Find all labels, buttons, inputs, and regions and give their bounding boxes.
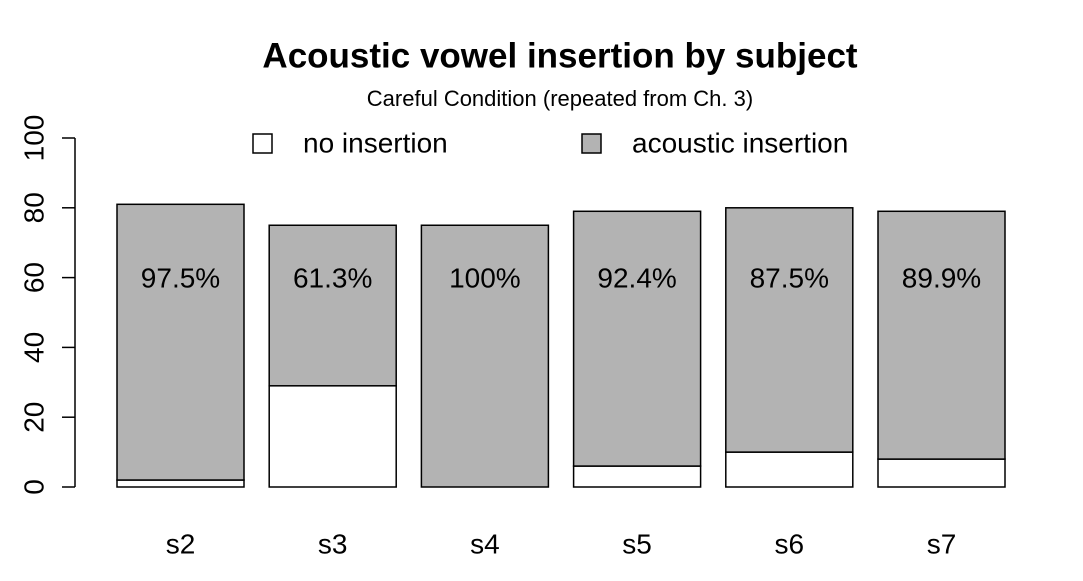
bar-segment — [116, 203, 245, 481]
y-tick-label: 80 — [18, 192, 49, 223]
y-tick-label: 40 — [18, 332, 49, 363]
bar-segment — [116, 479, 245, 488]
legend-swatch — [581, 133, 602, 154]
x-tick-label: s4 — [470, 528, 500, 559]
bar-segment — [725, 451, 854, 488]
y-tick-label: 0 — [18, 479, 49, 495]
bar-segment — [877, 458, 1006, 488]
bar-annotation: 89.9% — [902, 262, 981, 293]
x-tick-label: s6 — [775, 528, 805, 559]
legend-label: acoustic insertion — [632, 127, 848, 158]
chart-subtitle: Careful Condition (repeated from Ch. 3) — [367, 86, 753, 111]
bar-segment — [268, 385, 397, 488]
bar-annotation: 87.5% — [750, 262, 829, 293]
x-tick-label: s3 — [318, 528, 348, 559]
bar-annotation: 97.5% — [141, 262, 220, 293]
legend-swatch — [252, 133, 273, 154]
bar-annotation: 61.3% — [293, 262, 372, 293]
bar-segment — [572, 210, 702, 467]
y-tick-label: 20 — [18, 402, 49, 433]
x-tick-label: s5 — [622, 528, 652, 559]
bar-segment — [420, 224, 550, 488]
y-tick-label: 100 — [18, 115, 49, 162]
bar-annotation: 100% — [449, 262, 521, 293]
y-tick-label: 60 — [18, 262, 49, 293]
bar-segment — [877, 210, 1006, 460]
x-tick-label: s2 — [166, 528, 196, 559]
legend-label: no insertion — [303, 127, 448, 158]
bar-annotation: 92.4% — [597, 262, 676, 293]
bar-segment — [572, 465, 702, 488]
bar-segment — [725, 207, 854, 453]
bar-segment — [268, 224, 397, 387]
x-tick-label: s7 — [927, 528, 957, 559]
chart-title: Acoustic vowel insertion by subject — [262, 36, 857, 75]
